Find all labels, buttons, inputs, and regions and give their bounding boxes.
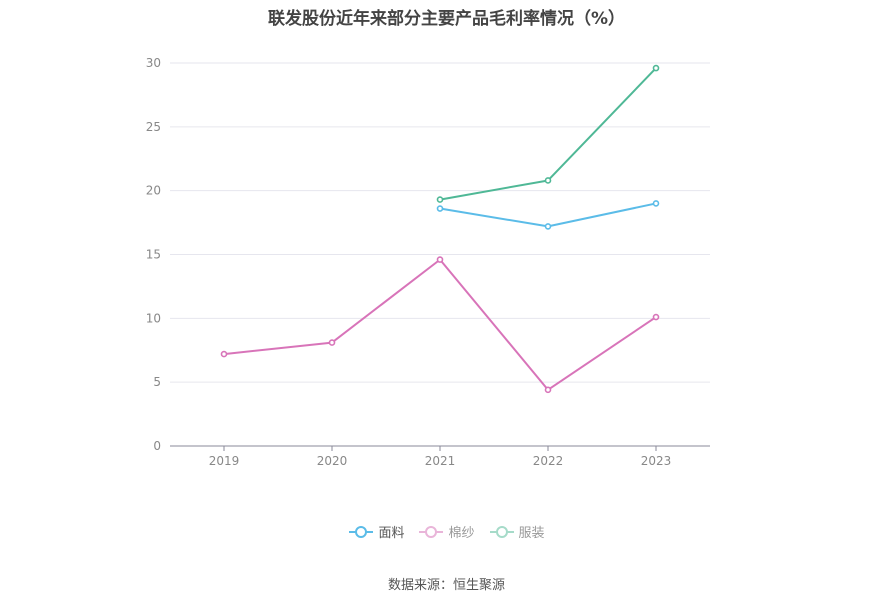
x-tick-label: 2022 xyxy=(533,454,564,468)
legend-marker-apparel xyxy=(489,525,514,538)
series-line xyxy=(223,258,657,391)
data-point xyxy=(652,200,660,207)
y-tick-label: 15 xyxy=(146,248,161,262)
legend-item-fabric[interactable]: 面料 xyxy=(348,522,404,541)
series-line xyxy=(439,202,657,228)
chart-legend: 面料 棉纱 服装 xyxy=(0,522,893,541)
y-tick-label: 30 xyxy=(146,56,161,70)
data-point xyxy=(544,386,552,394)
data-point xyxy=(544,223,552,230)
y-tick-label: 5 xyxy=(153,375,161,389)
legend-marker-fabric xyxy=(349,525,374,538)
x-tick-label: 2023 xyxy=(641,454,672,468)
legend-label-yarn: 棉纱 xyxy=(448,526,475,541)
y-tick-label: 0 xyxy=(153,439,161,453)
legend-label-fabric: 面料 xyxy=(378,526,405,541)
x-tick-label: 2020 xyxy=(317,454,348,468)
y-tick-label: 10 xyxy=(146,311,161,325)
data-point xyxy=(220,350,228,358)
chart-title: 联发股份近年来部分主要产品毛利率情况（%） xyxy=(267,9,626,29)
data-point xyxy=(328,339,336,346)
data-point xyxy=(652,313,660,321)
legend-item-yarn[interactable]: 棉纱 xyxy=(418,522,475,541)
legend-marker-yarn xyxy=(419,525,444,538)
y-tick-label: 25 xyxy=(146,120,161,134)
legend-item-apparel[interactable]: 服装 xyxy=(489,522,545,541)
x-tick-label: 2019 xyxy=(209,454,240,468)
data-point xyxy=(652,64,660,72)
data-point xyxy=(436,256,444,263)
data-source: 数据来源：恒生聚源 xyxy=(387,578,505,593)
x-tick-label: 2021 xyxy=(425,454,456,468)
data-point xyxy=(436,196,444,203)
legend-label-apparel: 服装 xyxy=(518,526,545,541)
data-point xyxy=(544,177,552,184)
data-point xyxy=(436,205,444,212)
y-tick-label: 20 xyxy=(146,184,161,198)
